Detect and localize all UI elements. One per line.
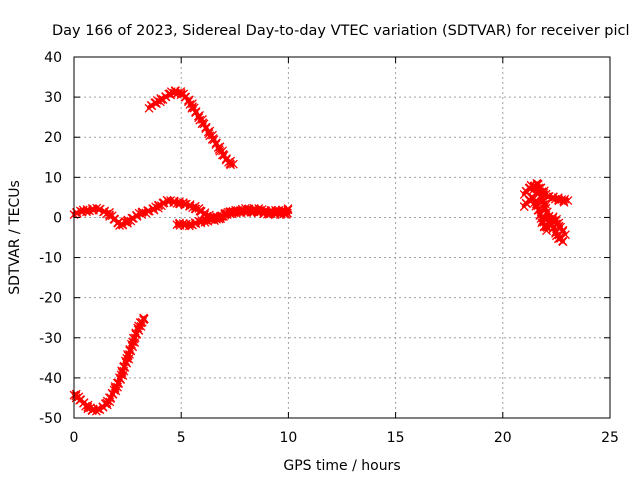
- y-tick-label: -10: [39, 251, 62, 267]
- x-tick-label: 10: [279, 430, 297, 446]
- data-point-marker: [283, 205, 293, 215]
- data-point-marker: [139, 315, 149, 325]
- y-tick-label: -20: [39, 291, 62, 307]
- data-point-marker: [217, 211, 227, 221]
- series-arc-high: [144, 86, 238, 170]
- x-tick-label: 5: [177, 430, 186, 446]
- data-point-marker: [139, 313, 149, 323]
- chart-title: Day 166 of 2023, Sidereal Day-to-day VTE…: [52, 23, 630, 39]
- data-point-marker: [226, 160, 236, 170]
- data-point-marker: [156, 94, 166, 103]
- series-late-3: [528, 178, 573, 207]
- x-tick-label: 0: [70, 430, 79, 446]
- y-tick-label: -40: [39, 371, 62, 387]
- y-tick-label: 0: [53, 210, 62, 226]
- x-tick-label: 15: [387, 430, 405, 446]
- y-tick-label: 20: [44, 130, 62, 146]
- data-point-marker: [93, 404, 103, 413]
- y-axis-label: SDTVAR / TECUs: [7, 180, 23, 295]
- data-point-marker: [115, 221, 125, 230]
- y-tick-label: -50: [39, 411, 62, 427]
- data-point-marker: [228, 159, 238, 169]
- data-point-marker: [127, 213, 137, 223]
- series-arc-mid-2: [172, 203, 293, 231]
- axis-ticks: 0 5 10 15 20 25 -50 -40 -30 -20 -10 0 10 20 30 40: [39, 50, 619, 446]
- data-points: [69, 86, 573, 416]
- data-point-marker: [125, 346, 135, 356]
- x-tick-label: 25: [601, 430, 619, 446]
- plot-frame: [73, 56, 611, 419]
- x-tick-label: 20: [494, 430, 512, 446]
- data-point-marker: [283, 204, 293, 214]
- x-axis-label: GPS time / hours: [283, 458, 400, 474]
- series-arc-low: [69, 313, 149, 416]
- y-tick-label: -30: [39, 331, 62, 347]
- data-point-marker: [553, 234, 563, 244]
- y-tick-label: 30: [44, 90, 62, 106]
- y-tick-label: 40: [44, 50, 62, 66]
- data-point-marker: [563, 196, 573, 206]
- grid: [74, 57, 610, 418]
- data-point-marker: [558, 225, 568, 235]
- series-late-2: [519, 192, 570, 240]
- data-point-marker: [110, 383, 120, 393]
- y-tick-label: 10: [44, 170, 62, 186]
- data-point-marker: [558, 236, 568, 246]
- data-point-marker: [561, 230, 570, 240]
- data-point-marker: [105, 211, 115, 221]
